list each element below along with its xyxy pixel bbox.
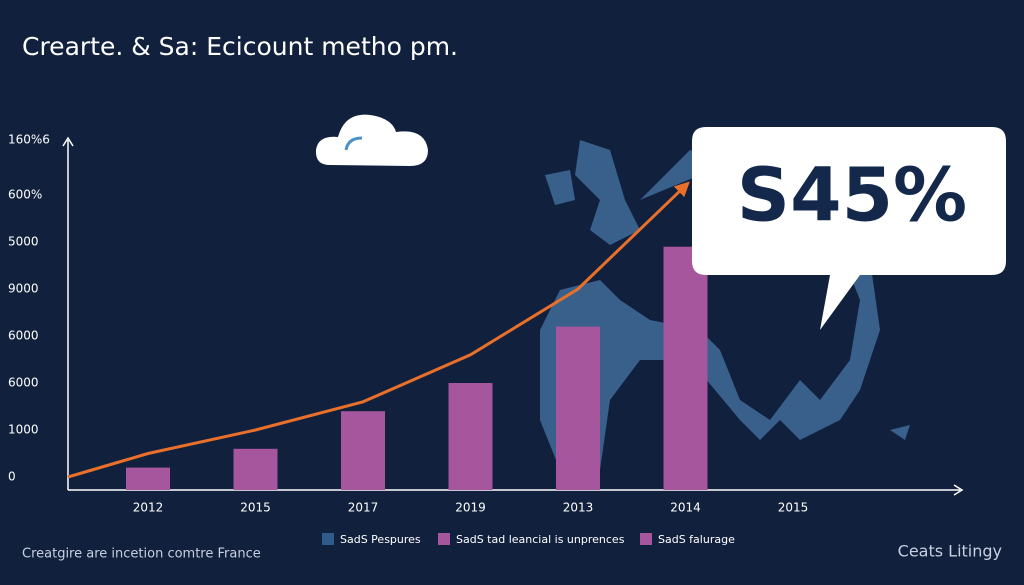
footer-right: Ceats Litingy <box>898 542 1002 561</box>
cloud-icon <box>315 114 428 166</box>
y-tick-label: 5000 <box>8 235 39 249</box>
bar <box>556 326 600 490</box>
y-tick-label: 1000 <box>8 423 39 437</box>
line <box>67 181 690 479</box>
x-tick-label: 2012 <box>133 501 164 515</box>
x-tick-label: 2015 <box>240 501 271 515</box>
y-tick-label: 160%6 <box>8 133 50 147</box>
y-tick-label: 0 <box>8 470 16 484</box>
x-tick-label: 2015 <box>778 501 809 515</box>
legend-swatch <box>438 533 450 545</box>
legend-label: SadS falurage <box>658 533 735 546</box>
chart-title: Crearte. & Sa: Ecicount metho pm. <box>22 32 458 61</box>
x-tick-label: 2013 <box>563 501 594 515</box>
x-tick-label: 2017 <box>348 501 379 515</box>
legend-label: SadS tad leancial is unprences <box>456 533 625 546</box>
y-tick-label: 600% <box>8 188 42 202</box>
bar <box>663 246 708 490</box>
footer-left: Creatgire are incetion comtre France <box>22 547 261 562</box>
x-axis-arrow <box>953 484 964 496</box>
x-tick-label: 2014 <box>670 501 701 515</box>
bar <box>233 448 278 490</box>
y-axis-arrow <box>62 136 74 147</box>
y-tick-label: 6000 <box>8 376 39 390</box>
bar <box>126 467 170 490</box>
legend-swatch <box>640 533 652 545</box>
bar <box>341 411 385 490</box>
y-tick-label: 9000 <box>8 282 39 296</box>
bar <box>448 383 493 490</box>
x-tick-label: 2019 <box>455 501 486 515</box>
legend-swatch <box>322 533 334 545</box>
annotation: S45% <box>737 153 967 239</box>
legend-label: SadS Pespures <box>340 533 421 546</box>
y-tick-label: 6000 <box>8 329 39 343</box>
callout: S45% <box>692 127 1006 330</box>
